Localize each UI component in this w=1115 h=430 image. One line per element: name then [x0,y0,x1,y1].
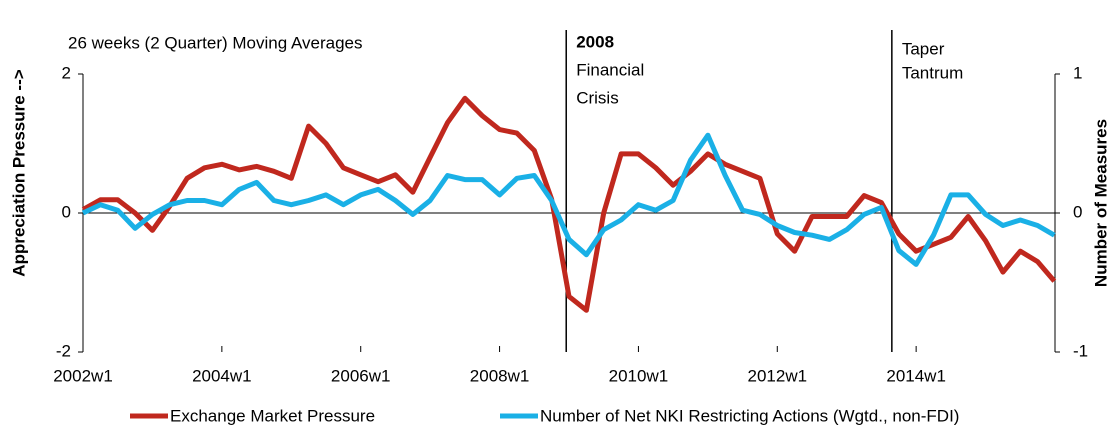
y-tick-label: 2 [62,63,71,82]
y2-tick-label: -1 [1073,341,1088,360]
series-line [81,95,1057,313]
chart-title: 26 weeks (2 Quarter) Moving Averages [68,33,363,52]
event-label: Financial [576,60,644,79]
x-tick-label: 2004w1 [192,366,252,385]
x-tick-label: 2014w1 [886,366,946,385]
x-tick-label: 2002w1 [53,366,113,385]
event-label: 2008 [576,32,614,51]
y2-axis-title: Number of Measures [1091,119,1110,287]
y2-tick-label: 0 [1073,202,1082,221]
event-label: Tantrum [902,63,963,82]
event-label: Taper [902,39,945,58]
y-tick-label: -2 [56,341,71,360]
y2-tick-label: 1 [1073,63,1082,82]
legend-label: Exchange Market Pressure [170,406,375,425]
event-label: Crisis [576,88,619,107]
series-line [81,132,1056,267]
x-tick-label: 2012w1 [748,366,808,385]
y-axis-title: Appreciation Pressure --> [9,69,28,276]
x-tick-label: 2006w1 [331,366,391,385]
x-tick-label: 2008w1 [470,366,530,385]
x-tick-label: 2010w1 [609,366,669,385]
y-tick-label: 0 [62,202,71,221]
legend-label: Number of Net NKI Restricting Actions (W… [540,406,959,425]
